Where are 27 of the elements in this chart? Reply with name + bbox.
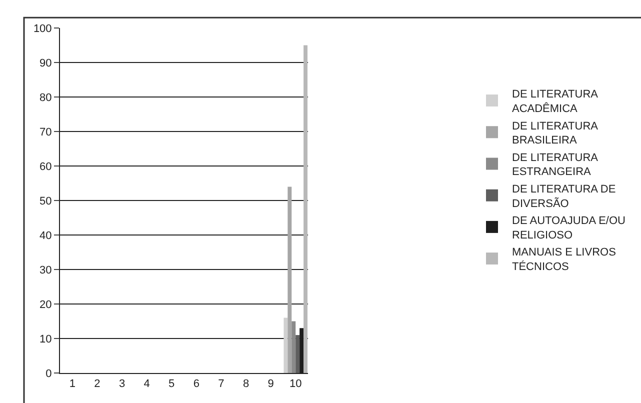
y-tick-label: 40 <box>40 230 52 242</box>
legend-label: DE LITERATURA ESTRANGEIRA <box>512 152 599 178</box>
legend-label: DE LITERATURA BRASILEIRA <box>512 120 599 147</box>
legend-label: DE LITERATURA DE DIVERSÃO <box>512 183 616 210</box>
x-tick-label: 6 <box>193 378 200 390</box>
x-tick-label: 2 <box>94 378 100 390</box>
x-tick-label: 4 <box>144 378 150 390</box>
x-tick-label: 5 <box>168 378 175 390</box>
y-tick-label: 50 <box>40 195 52 208</box>
y-tick-label: 90 <box>40 57 52 70</box>
x-tick-label: 9 <box>268 378 274 390</box>
y-tick-label: 70 <box>40 126 52 138</box>
x-tick-label: 1 <box>69 378 76 390</box>
x-tick-label: 7 <box>218 378 224 390</box>
legend-label: DE LITERATURA ACADÊMICA <box>512 88 599 115</box>
y-tick-label: 0 <box>46 368 52 380</box>
x-tick-label: 3 <box>118 378 126 390</box>
y-tick-label: 100 <box>33 22 52 35</box>
legend-label: MANUAIS E LIVROS TÉCNICOS <box>512 246 616 273</box>
y-tick-label: 20 <box>40 298 52 311</box>
y-tick-label: 60 <box>40 160 52 173</box>
y-tick-label: 10 <box>40 333 52 346</box>
y-tick-label: 80 <box>40 92 52 104</box>
x-tick-label: 10 <box>289 378 302 390</box>
y-tick-label: 30 <box>40 264 52 276</box>
legend-label: DE AUTOAJUDA E/OU RELIGIOSO <box>512 215 626 242</box>
x-tick-label: 8 <box>242 378 250 390</box>
